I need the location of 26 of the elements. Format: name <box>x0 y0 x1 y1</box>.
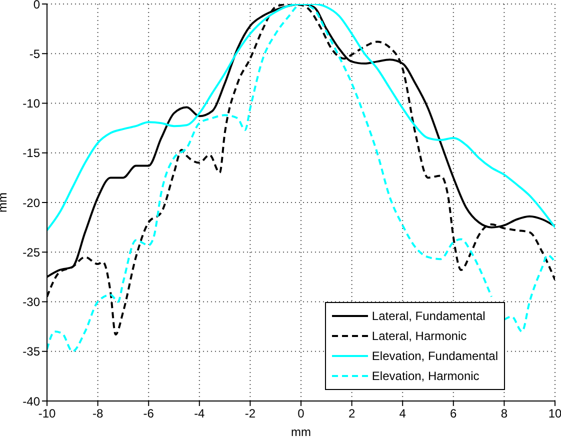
x-axis-title: mm <box>291 425 311 439</box>
x-tick-label: -10 <box>38 406 56 421</box>
x-tick-label: 4 <box>399 406 406 421</box>
x-tick-label: 8 <box>500 406 508 421</box>
y-tick-label: -15 <box>22 146 40 160</box>
y-tick-label: -30 <box>22 295 40 310</box>
x-tick-label: -8 <box>92 406 104 421</box>
x-tick-label: -6 <box>143 406 154 421</box>
legend-label: Lateral, Fundamental <box>372 309 486 323</box>
legend-label: Elevation, Harmonic <box>372 369 480 383</box>
y-tick-label: -40 <box>22 394 40 408</box>
x-tick-label: 6 <box>450 406 458 421</box>
y-tick-label: -25 <box>22 245 40 260</box>
y-tick-label: -5 <box>29 46 40 61</box>
x-tick-label: 0 <box>298 406 305 421</box>
x-tick-label: -4 <box>194 406 206 421</box>
x-tick-label: 10 <box>548 406 561 421</box>
legend-label: Elevation, Fundamental <box>372 349 498 363</box>
y-tick-label: -10 <box>22 96 40 111</box>
legend-label: Lateral, Harmonic <box>372 329 467 343</box>
y-axis-title: mm <box>0 192 10 212</box>
x-tick-label: 2 <box>348 406 356 421</box>
y-tick-label: -35 <box>22 344 40 359</box>
y-tick-label: 0 <box>33 0 40 12</box>
y-tick-label: -20 <box>22 196 40 210</box>
x-tick-label: -2 <box>244 406 256 421</box>
